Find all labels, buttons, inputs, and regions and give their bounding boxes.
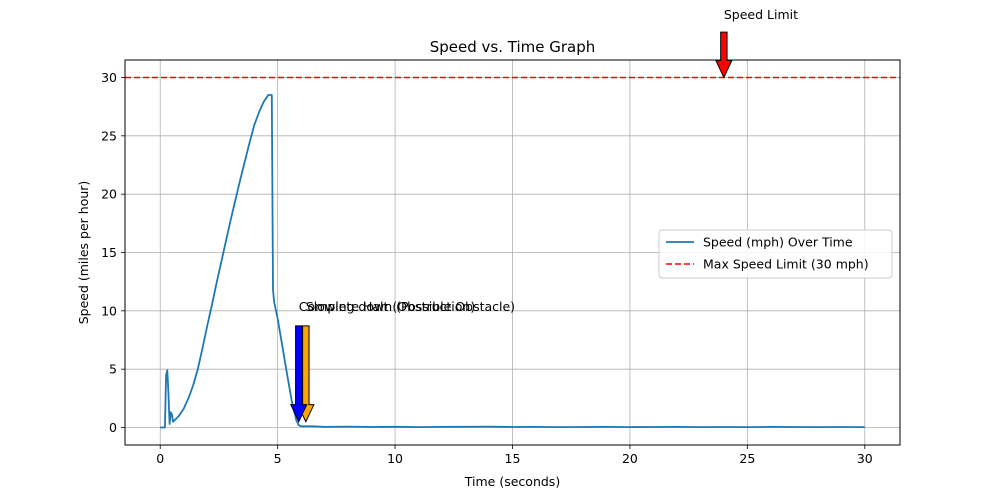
x-tick-label: 30 xyxy=(857,451,873,466)
x-tick-label: 25 xyxy=(739,451,755,466)
y-tick-label: 20 xyxy=(101,187,117,202)
y-tick-label: 30 xyxy=(101,70,117,85)
legend-entry-label: Speed (mph) Over Time xyxy=(703,235,853,250)
ticks: 0 5 10 15 20 25 30 0 5 10 15 20 25 30 xyxy=(101,70,873,466)
annotations: Speed Limit Slowing down (Possible Obstac… xyxy=(290,7,798,423)
x-tick-label: 5 xyxy=(274,451,282,466)
speed-limit-annotation-label: Speed Limit xyxy=(724,7,798,22)
series-layer xyxy=(125,76,900,429)
y-tick-label: 25 xyxy=(101,128,117,143)
speed-limit-annotation-arrow xyxy=(715,31,733,79)
legend-entry-label: Max Speed Limit (30 mph) xyxy=(703,257,869,272)
complete-halt-annotation-label: Complete Halt (Obstruction) xyxy=(299,299,475,314)
y-tick-label: 10 xyxy=(101,303,117,318)
slowing-down-annotation-label: Slowing down (Possible Obstacle) xyxy=(306,299,515,314)
complete-halt-annotation-arrow xyxy=(290,325,308,423)
x-tick-label: 15 xyxy=(505,451,521,466)
y-tick-label: 15 xyxy=(101,245,117,260)
x-tick-label: 20 xyxy=(622,451,638,466)
chart-title: Speed vs. Time Graph xyxy=(430,38,596,56)
x-tick-label: 10 xyxy=(387,451,403,466)
y-axis-label: Speed (miles per hour) xyxy=(76,181,91,325)
legend-box xyxy=(658,229,893,279)
legend: Speed (mph) Over Time Max Speed Limit (30… xyxy=(658,229,893,279)
x-tick-label: 0 xyxy=(156,451,164,466)
speed-series-line xyxy=(160,94,865,429)
y-tick-label: 0 xyxy=(109,420,117,435)
x-axis-label: Time (seconds) xyxy=(464,474,560,489)
y-tick-label: 5 xyxy=(109,362,117,377)
